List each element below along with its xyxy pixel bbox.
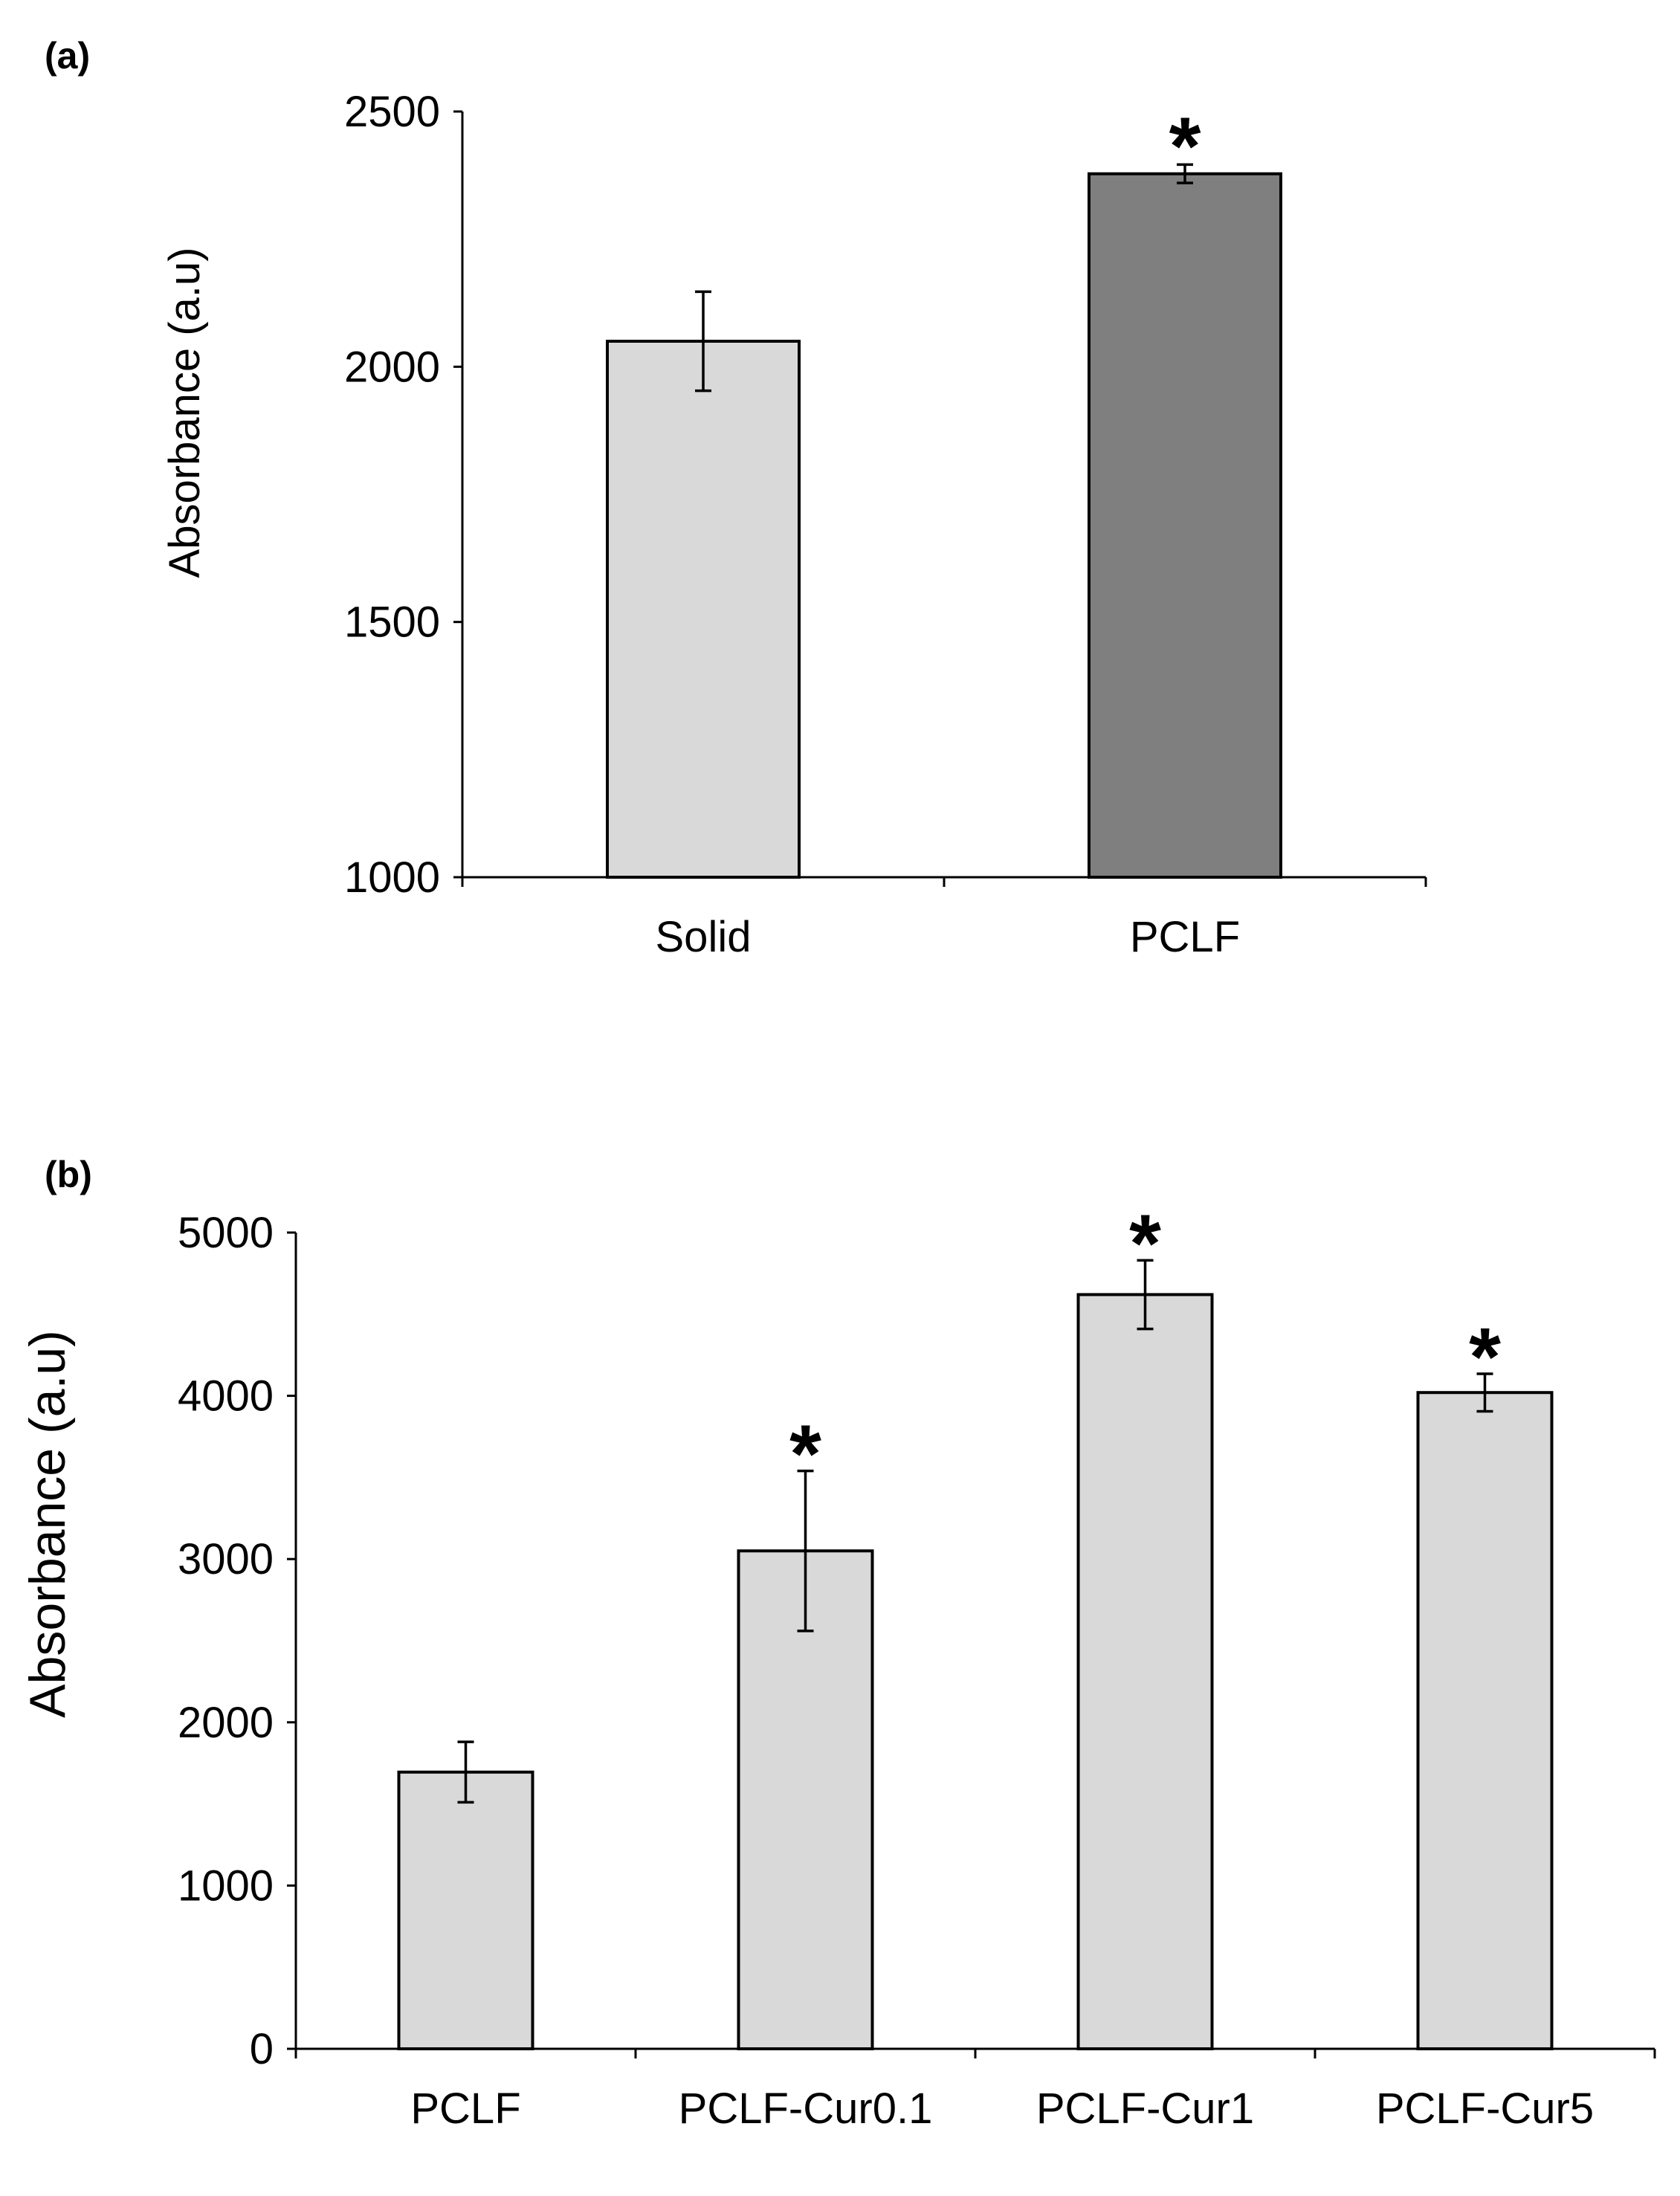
y-tick-label: 1000	[344, 853, 440, 902]
category-label: PCLF-Cur5	[1376, 2084, 1594, 2133]
y-tick-label: 1000	[178, 1861, 274, 1910]
bar	[737, 1549, 874, 2050]
bar	[1076, 1293, 1214, 2050]
panel-b-y-axis-title: Absorbance (a.u)	[19, 1330, 76, 1718]
significance-marker: *	[1129, 1198, 1161, 1289]
panel-b: (b) Absorbance (a.u) 0 1000 2000 3000 4000 50…	[19, 1154, 1656, 2133]
bar	[606, 340, 801, 879]
category-label: Solid	[656, 913, 752, 961]
y-tick-label: 1500	[344, 598, 440, 647]
significance-marker: *	[1169, 100, 1201, 192]
category-label: PCLF	[1130, 913, 1240, 961]
panel-a-y-axis-title: Absorbance (a.u)	[161, 248, 209, 578]
y-tick-label: 3000	[178, 1535, 274, 1583]
y-tick-label: 5000	[178, 1209, 274, 1257]
panel-a-label: (a)	[45, 35, 90, 77]
category-label: PCLF	[410, 2084, 520, 2133]
category-label: PCLF-Cur0.1	[679, 2084, 933, 2133]
bar	[1088, 172, 1282, 879]
category-label: PCLF-Cur1	[1036, 2084, 1254, 2133]
significance-marker: *	[789, 1409, 821, 1500]
bar	[1416, 1391, 1554, 2050]
y-tick-label: 0	[250, 2025, 274, 2073]
y-tick-label: 2000	[178, 1699, 274, 1747]
y-tick-label: 2000	[344, 343, 440, 391]
y-tick-label: 4000	[178, 1372, 274, 1421]
significance-marker: *	[1469, 1311, 1501, 1403]
y-tick-label: 2500	[344, 88, 440, 136]
panel-b-label: (b)	[45, 1154, 92, 1195]
bar	[397, 1770, 534, 2051]
